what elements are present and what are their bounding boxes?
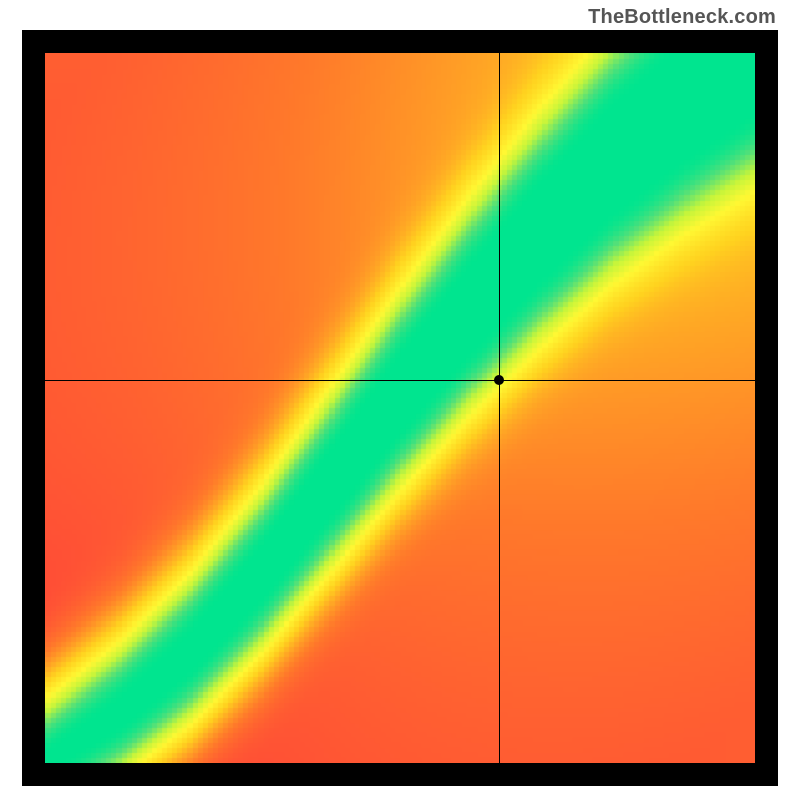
attribution-label: TheBottleneck.com <box>588 6 776 29</box>
crosshair-marker <box>494 375 504 385</box>
plot-area <box>22 30 778 786</box>
bottleneck-heatmap <box>45 53 755 763</box>
crosshair-vertical <box>499 53 500 763</box>
crosshair-horizontal <box>45 380 755 381</box>
chart-container: TheBottleneck.com <box>0 0 800 800</box>
